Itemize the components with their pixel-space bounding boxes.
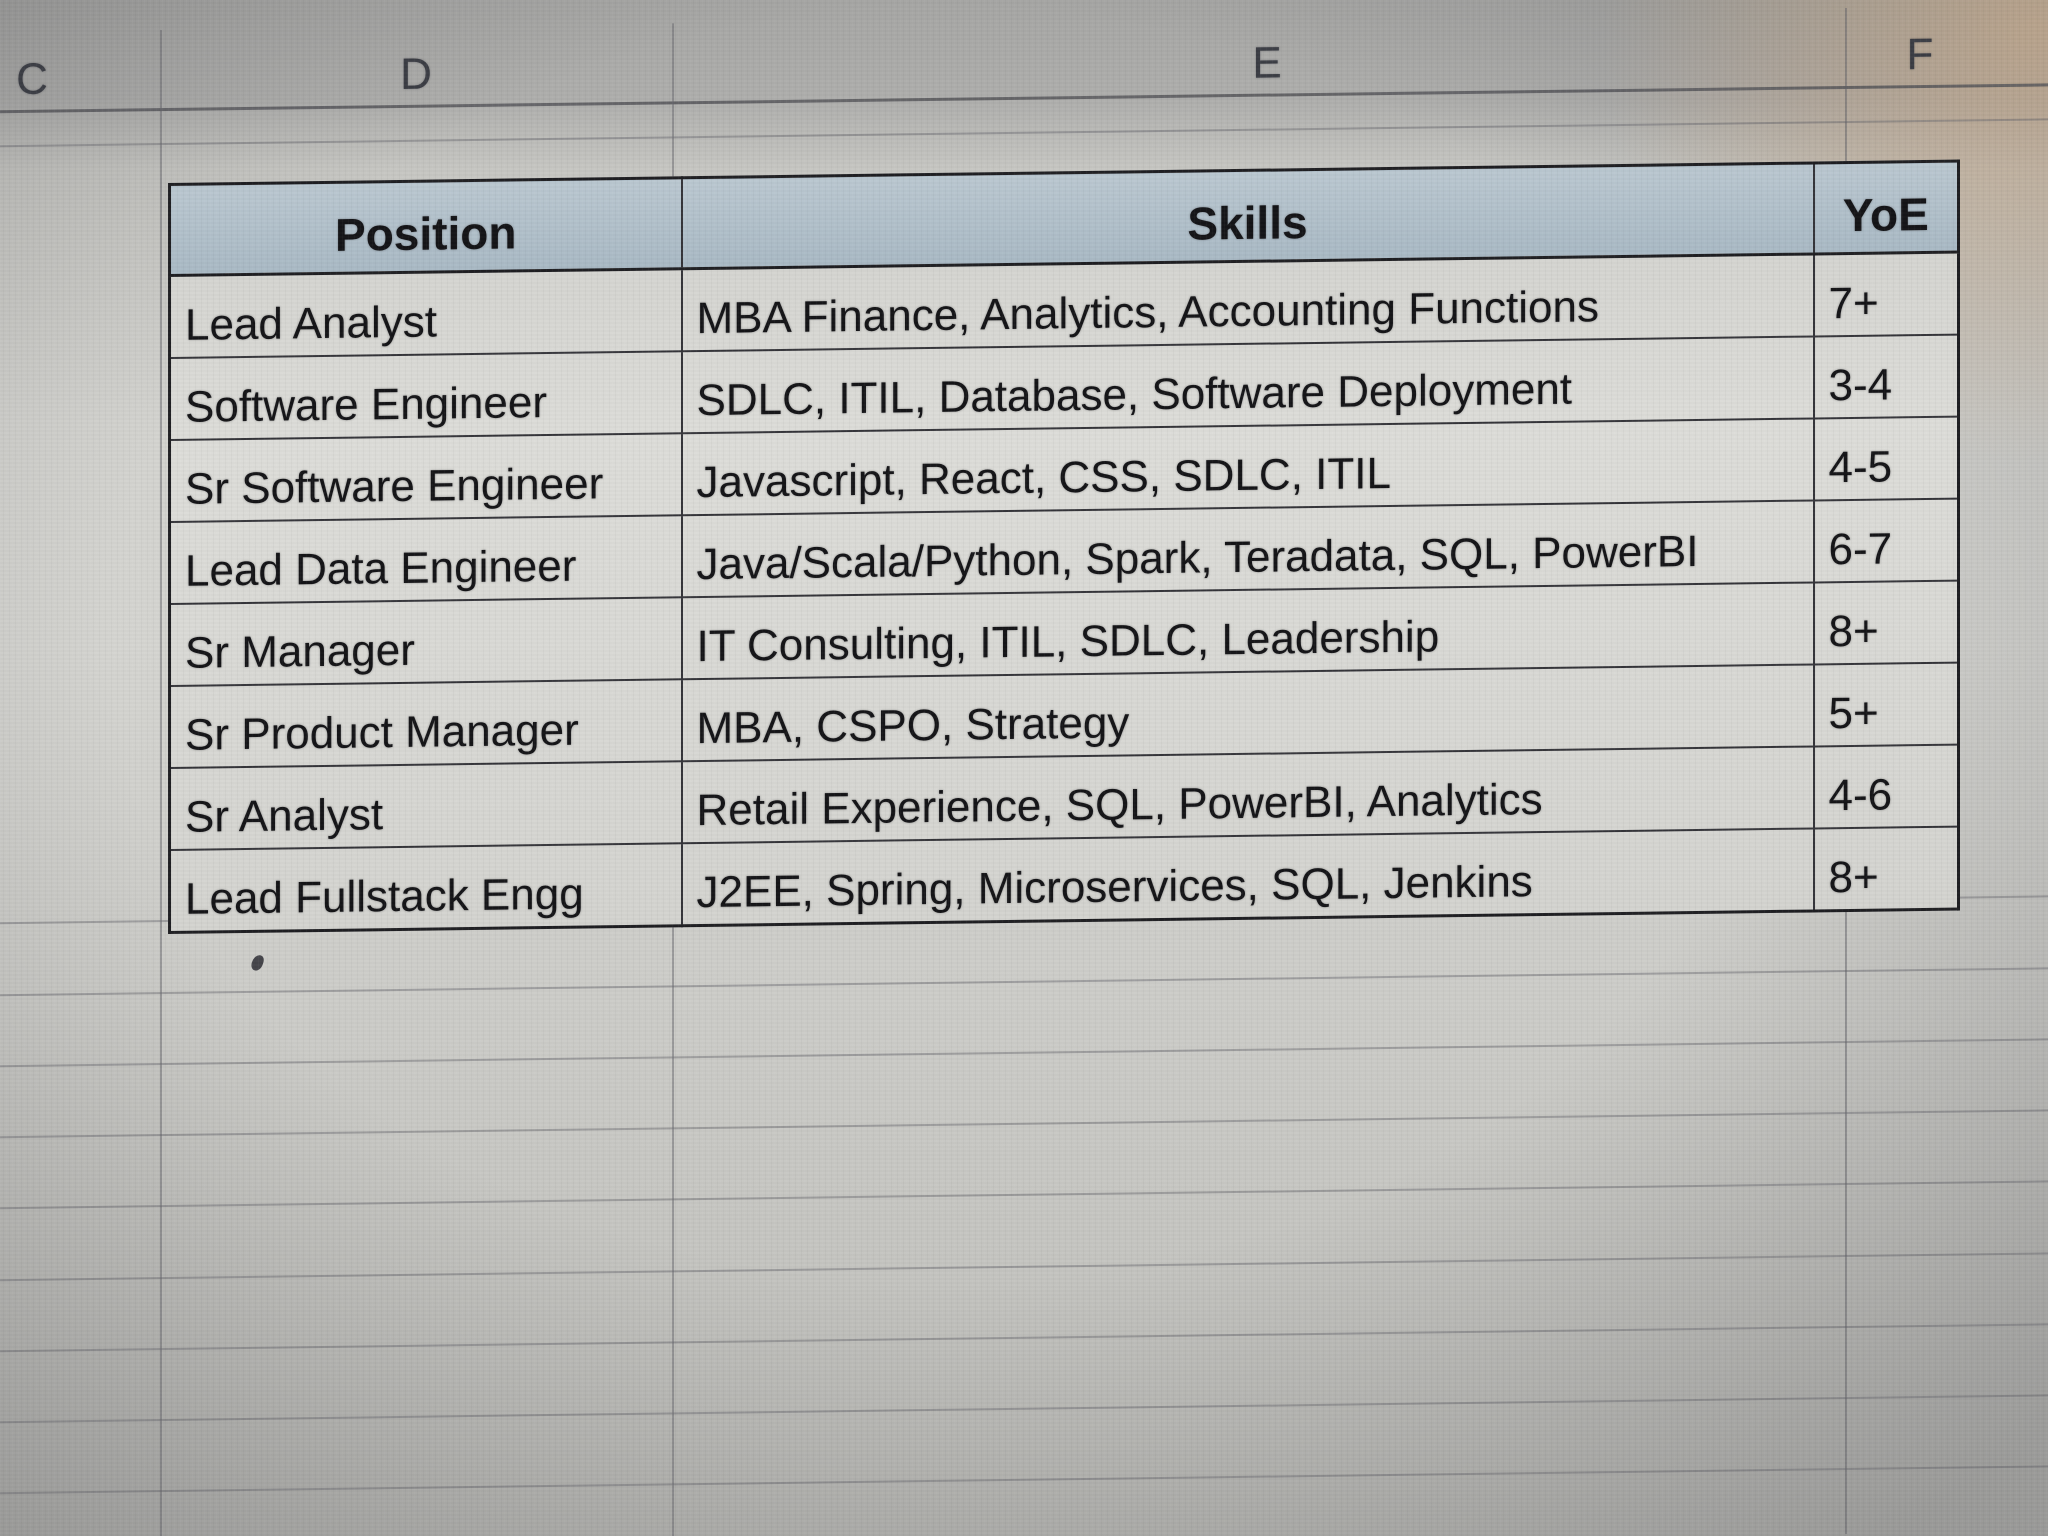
cell-position[interactable]: Lead Data Engineer <box>169 515 682 604</box>
cell-position[interactable]: Lead Analyst <box>169 268 682 358</box>
gridline-row <box>0 1465 2048 1495</box>
cell-position[interactable]: Software Engineer <box>169 351 682 440</box>
cell-position[interactable]: Sr Manager <box>169 597 682 686</box>
cell-yoe[interactable]: 4-5 <box>1813 416 1959 501</box>
header-cell-skills[interactable]: Skills <box>681 162 1814 269</box>
cell-skills[interactable]: MBA Finance, Analytics, Accounting Funct… <box>681 253 1814 352</box>
gridline-row <box>0 1252 2048 1282</box>
gridline-row <box>0 1394 2048 1424</box>
cell-skills[interactable]: SDLC, ITIL, Database, Software Deploymen… <box>681 336 1814 434</box>
header-cell-position[interactable]: Position <box>169 177 682 276</box>
cell-skills[interactable]: Javascript, React, CSS, SDLC, ITIL <box>681 418 1814 516</box>
cell-skills[interactable]: Retail Experience, SQL, PowerBI, Analyti… <box>681 746 1814 844</box>
column-header-c[interactable]: C <box>16 54 48 104</box>
gridline-row <box>0 967 2048 997</box>
cell-position[interactable]: Sr Analyst <box>169 761 682 850</box>
cell-skills[interactable]: MBA, CSPO, Strategy <box>681 664 1814 762</box>
column-header-divider <box>0 83 2048 114</box>
cell-position[interactable]: Sr Software Engineer <box>169 433 682 522</box>
cell-yoe[interactable]: 6-7 <box>1813 498 1959 583</box>
column-header-e[interactable]: E <box>1252 38 1282 88</box>
cell-skills[interactable]: J2EE, Spring, Microservices, SQL, Jenkin… <box>681 828 1814 926</box>
cell-yoe[interactable]: 8+ <box>1813 580 1959 665</box>
gridline-row <box>0 1323 2048 1353</box>
cell-yoe[interactable]: 4-6 <box>1813 744 1959 829</box>
cell-yoe[interactable]: 8+ <box>1813 826 1959 911</box>
gridline-row <box>0 1038 2048 1068</box>
gridline-row <box>0 1180 2048 1210</box>
cell-yoe[interactable]: 5+ <box>1813 662 1959 747</box>
gridline-row <box>0 1109 2048 1139</box>
cell-skills[interactable]: Java/Scala/Python, Spark, Teradata, SQL,… <box>681 500 1814 598</box>
cell-position[interactable]: Sr Product Manager <box>169 679 682 768</box>
cell-skills[interactable]: IT Consulting, ITIL, SDLC, Leadership <box>681 582 1814 680</box>
cell-position[interactable]: Lead Fullstack Engg <box>169 843 682 933</box>
column-header-d[interactable]: D <box>400 49 432 99</box>
column-header-f[interactable]: F <box>1906 29 1934 80</box>
gridline-row <box>0 118 2048 148</box>
cell-yoe[interactable]: 3-4 <box>1813 334 1959 419</box>
header-cell-yoe[interactable]: YoE <box>1813 161 1959 254</box>
positions-skills-table: Position Skills YoE Lead Analyst MBA Fin… <box>168 159 1960 934</box>
cell-yoe[interactable]: 7+ <box>1813 252 1959 337</box>
dust-speck <box>249 953 266 973</box>
gridline-column-cd <box>160 30 162 1536</box>
